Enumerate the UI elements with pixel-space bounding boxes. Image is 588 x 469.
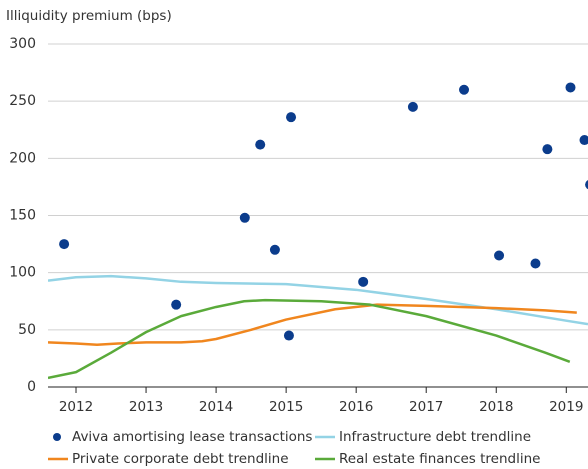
y-tick-label: 150 [9, 208, 36, 224]
legend-label: Infrastructure debt trendline [339, 429, 531, 445]
scatter-point [565, 82, 576, 93]
trend-line [48, 298, 571, 380]
y-tick-label: 50 [18, 322, 36, 338]
y-tick-label: 100 [9, 265, 36, 281]
x-tick-label: 2019 [549, 399, 583, 415]
y-tick-label: 200 [9, 150, 36, 166]
scatter-point [171, 299, 182, 310]
x-tick-label: 2018 [479, 399, 513, 415]
scatter-point [255, 139, 266, 150]
y-tick-label: 300 [9, 36, 36, 52]
x-tick-label: 2016 [339, 399, 373, 415]
scatter-point [530, 258, 541, 269]
x-tick-label: 2012 [59, 399, 93, 415]
y-axis-label: Illiquidity premium (bps) [6, 8, 172, 24]
legend-marker [53, 433, 61, 441]
x-tick-label: 2013 [129, 399, 163, 415]
scatter-point [269, 244, 280, 255]
scatter-point [358, 276, 369, 287]
scatter-point [585, 180, 588, 190]
legend-label: Real estate finances trendline [339, 451, 540, 467]
legend-label: Private corporate debt trendline [72, 451, 289, 467]
scatter-point [407, 101, 418, 112]
scatter-point [239, 212, 250, 223]
x-tick-label: 2014 [199, 399, 233, 415]
scatter-point [459, 84, 470, 95]
y-tick-label: 0 [27, 379, 36, 395]
scatter-point [286, 112, 297, 123]
legend: Aviva amortising lease transactions Infra… [48, 429, 540, 467]
trend-line [48, 303, 577, 346]
scatter-point [542, 144, 553, 155]
scatter-point [494, 250, 505, 261]
trend-line [48, 274, 588, 326]
axes: 0 50 100 150 200 250 300 2012 2013 2014 2015 2016 20… [9, 36, 588, 415]
x-tick-label: 2017 [409, 399, 443, 415]
scatter-point [283, 330, 294, 341]
grid [48, 43, 588, 331]
scatter-point [579, 135, 588, 146]
scatter-point [59, 239, 70, 250]
x-tick-label: 2015 [269, 399, 303, 415]
legend-label: Aviva amortising lease transactions [72, 429, 312, 445]
y-tick-label: 250 [9, 93, 36, 109]
plot-area [48, 82, 588, 380]
